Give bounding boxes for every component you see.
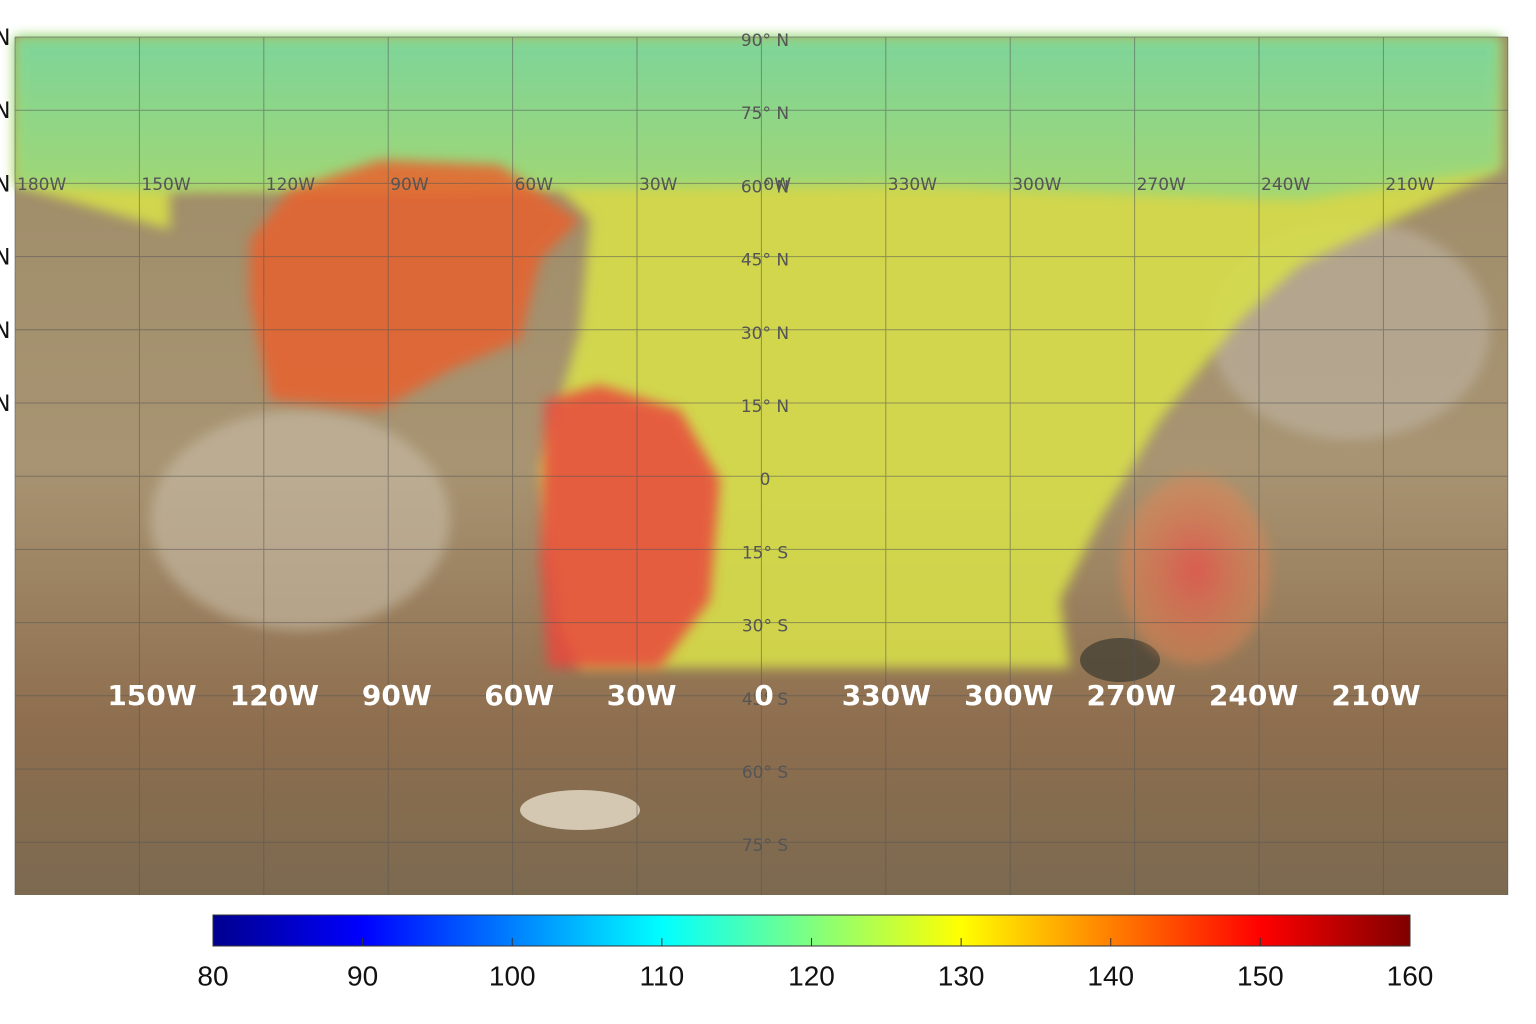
longitude-label: 0W [763,175,791,195]
colorbar-tick-label: 120 [788,960,835,991]
longitude-label: 60W [484,679,554,712]
latitude-label: 15° N [741,397,789,417]
colorbar-tick-label: 80 [197,960,228,991]
edge-label: N [0,172,10,197]
latitude-label: 30° N [741,324,789,344]
longitude-label: 240W [1261,175,1310,195]
longitude-label: 60W [515,175,554,195]
latitude-label: 75° N [741,104,789,124]
colorbar-tick-label: 160 [1387,960,1434,991]
latitude-label: 15° S [742,543,788,563]
colorbar-tick-label: 90 [347,960,378,991]
colorbar-tick-label: 140 [1087,960,1134,991]
latitude-label: 60° S [742,763,788,783]
edge-label: N [0,26,10,51]
graticule [14,36,1509,895]
colorbar-tick-label: 130 [938,960,985,991]
latitude-label: 45° N [741,251,789,271]
edge-label: N [0,246,10,271]
latitude-label: 30° S [742,617,788,637]
latitude-label: 60° N [741,177,789,197]
latitude-label: 45° S [742,690,788,710]
longitude-label: 150W [141,175,190,195]
edge-label: N [0,99,10,124]
colorbar-tick-label: 100 [489,960,536,991]
longitude-label: 180W [17,175,66,195]
longitude-label: 90W [390,175,429,195]
longitude-label: 270W [1137,175,1186,195]
longitude-label: 30W [639,175,678,195]
longitude-label: 90W [362,679,432,712]
longitude-label: 330W [888,175,937,195]
colorbar-tick-label: 110 [640,960,685,991]
latitude-label: 0 [760,470,771,490]
longitude-label: 240W [1209,679,1298,712]
longitude-label: 210W [1331,679,1420,712]
longitude-label: 330W [842,679,931,712]
longitude-label: 300W [964,679,1053,712]
latitude-label: 90° N [741,31,789,51]
longitude-label: 30W [607,679,677,712]
edge-label: N [0,392,10,417]
longitude-label: 0 [754,679,773,712]
map-surface [14,36,1509,895]
longitude-label: 210W [1385,175,1434,195]
latitude-label: 75° S [742,836,788,856]
longitude-label: 120W [230,679,319,712]
edge-label: N [0,319,10,344]
longitude-label: 150W [107,679,196,712]
longitude-label: 120W [266,175,315,195]
longitude-label: 270W [1087,679,1176,712]
colorbar-tick-label: 150 [1237,960,1284,991]
longitude-label: 300W [1012,175,1061,195]
